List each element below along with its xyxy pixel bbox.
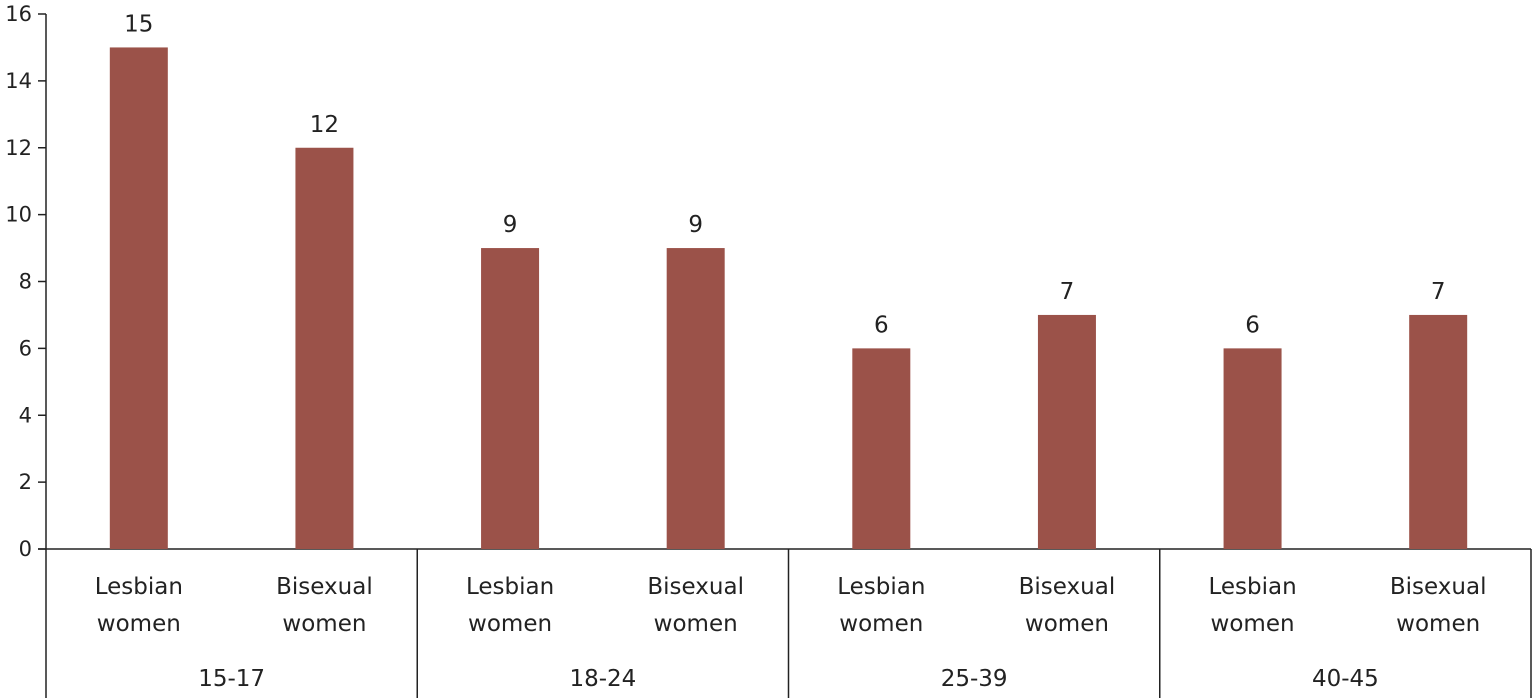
data-label: 15: [124, 11, 153, 37]
axes: [38, 13, 1532, 698]
y-tick-label: 10: [5, 203, 32, 227]
data-label: 6: [1245, 312, 1260, 338]
y-tick-label: 4: [19, 403, 32, 427]
x-category-label-line2: women: [1211, 611, 1295, 637]
x-group-label: 40-45: [1312, 666, 1379, 692]
x-category-label-line1: Lesbian: [1208, 574, 1296, 600]
x-category-label-line1: Bisexual: [1019, 574, 1116, 600]
data-label: 7: [1060, 279, 1075, 305]
x-category-label-line1: Bisexual: [1390, 574, 1487, 600]
x-category-label-line2: women: [97, 611, 181, 637]
x-category-label-line1: Bisexual: [647, 574, 744, 600]
bar: [481, 248, 540, 549]
data-label: 9: [503, 212, 518, 238]
x-group-label: 18-24: [569, 666, 636, 692]
bar: [295, 147, 354, 549]
y-tick-label: 12: [5, 136, 32, 160]
y-tick-label: 14: [5, 69, 32, 93]
labels: 0 2 4 6 8 10 12 14 16 15 Lesbian women 12 Bisexual wom…: [5, 2, 1486, 692]
x-category-label-line1: Lesbian: [95, 574, 183, 600]
x-category-label-line2: women: [282, 611, 366, 637]
x-group-label: 15-17: [198, 666, 265, 692]
y-tick-label: 16: [5, 2, 32, 26]
x-category-label-line2: women: [468, 611, 552, 637]
x-category-label-line1: Bisexual: [276, 574, 373, 600]
data-label: 9: [688, 212, 703, 238]
data-label: 12: [310, 112, 339, 138]
x-group-label: 25-39: [941, 666, 1008, 692]
bar: [1223, 348, 1282, 549]
bar: [1409, 314, 1468, 549]
bar: [109, 47, 168, 549]
data-label: 7: [1431, 279, 1446, 305]
x-category-label-line2: women: [654, 611, 738, 637]
bars: [109, 47, 1468, 549]
x-category-label-line1: Lesbian: [837, 574, 925, 600]
x-category-label-line1: Lesbian: [466, 574, 554, 600]
x-category-label-line2: women: [1025, 611, 1109, 637]
y-tick-label: 6: [19, 336, 32, 360]
bar: [666, 248, 725, 549]
bar: [1037, 314, 1096, 549]
y-tick-label: 0: [19, 537, 32, 561]
y-tick-label: 8: [19, 270, 32, 294]
x-category-label-line2: women: [839, 611, 923, 637]
bar: [852, 348, 911, 549]
data-label: 6: [874, 312, 889, 338]
x-category-label-line2: women: [1396, 611, 1480, 637]
y-tick-label: 2: [19, 470, 32, 494]
